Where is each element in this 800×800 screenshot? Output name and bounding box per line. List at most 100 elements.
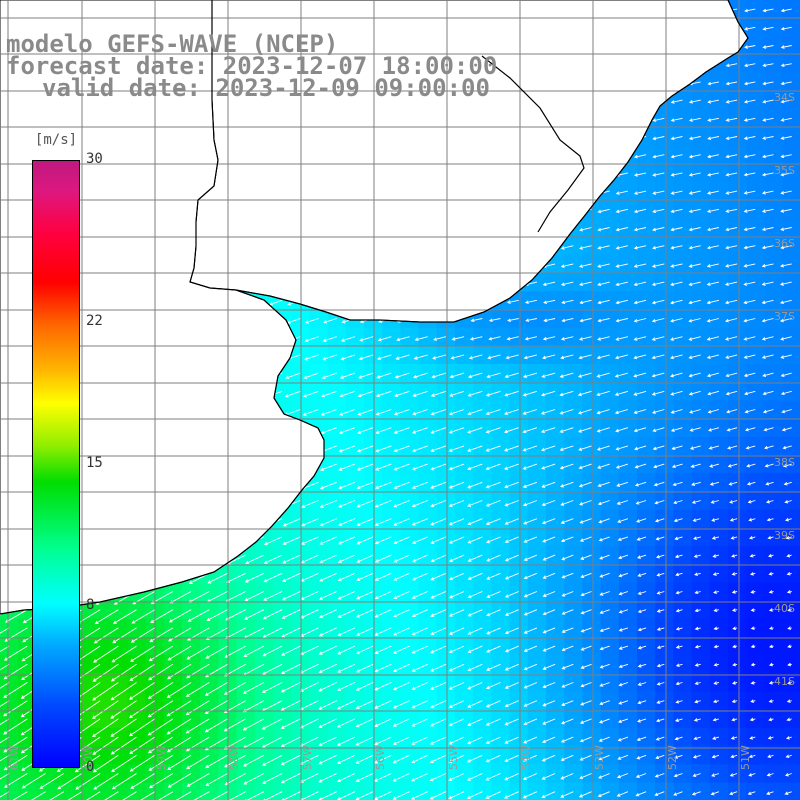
wind-arrow bbox=[504, 627, 519, 635]
wind-arrow bbox=[675, 663, 683, 668]
lat-label: 41S bbox=[774, 675, 795, 688]
wind-arrow bbox=[430, 591, 447, 599]
wind-arrow bbox=[542, 663, 556, 670]
wind-cell bbox=[309, 764, 329, 784]
wind-arrow bbox=[599, 554, 610, 560]
wind-cell bbox=[673, 691, 693, 711]
wind-arrow bbox=[728, 481, 738, 486]
wind-cell bbox=[764, 200, 784, 219]
wind-cell bbox=[527, 764, 547, 784]
wind-arrow bbox=[393, 572, 410, 581]
wind-arrow bbox=[761, 263, 774, 268]
wind-arrow bbox=[244, 591, 265, 602]
wind-cell bbox=[527, 709, 547, 729]
wind-arrow bbox=[504, 372, 519, 379]
wind-arrow bbox=[724, 281, 738, 286]
wind-arrow bbox=[429, 700, 447, 709]
wind-cell bbox=[691, 200, 711, 219]
wind-cell bbox=[746, 345, 765, 365]
wind-cell bbox=[382, 509, 401, 529]
wind-cell bbox=[91, 728, 110, 747]
wind-arrow bbox=[504, 736, 519, 744]
wind-arrow bbox=[411, 591, 428, 599]
wind-arrow bbox=[205, 754, 228, 769]
wind-arrow bbox=[411, 736, 428, 745]
wind-arrow bbox=[673, 791, 683, 796]
wind-cell bbox=[764, 582, 784, 602]
wind-cell bbox=[746, 145, 765, 165]
wind-arrow bbox=[651, 299, 665, 305]
wind-arrow bbox=[523, 536, 538, 543]
wind-arrow bbox=[711, 754, 720, 759]
wind-arrow bbox=[597, 318, 610, 323]
wind-cell bbox=[473, 345, 492, 365]
wind-cell bbox=[200, 582, 219, 602]
wind-cell bbox=[764, 327, 784, 347]
wind-cell bbox=[655, 473, 674, 492]
wind-cell bbox=[345, 345, 365, 365]
wind-cell bbox=[564, 546, 583, 565]
wind-cell bbox=[400, 436, 420, 456]
wind-cell bbox=[509, 655, 529, 674]
wind-cell bbox=[345, 673, 365, 693]
wind-arrow bbox=[745, 427, 756, 432]
wind-arrow bbox=[430, 518, 447, 526]
wind-cell bbox=[600, 254, 620, 274]
wind-cell bbox=[655, 327, 674, 347]
wind-arrow bbox=[448, 536, 465, 544]
wind-arrow bbox=[615, 263, 629, 268]
wind-cell bbox=[0, 782, 19, 800]
wind-cell bbox=[127, 746, 147, 765]
wind-arrow bbox=[242, 718, 265, 731]
wind-arrow bbox=[486, 663, 501, 671]
wind-cell bbox=[673, 564, 693, 583]
wind-cell bbox=[382, 782, 401, 800]
wind-arrow bbox=[688, 190, 701, 195]
wind-arrow bbox=[750, 644, 756, 649]
wind-cell bbox=[764, 72, 784, 92]
wind-cell bbox=[655, 364, 674, 383]
wind-cell bbox=[673, 546, 693, 565]
wind-cell bbox=[236, 673, 256, 693]
wind-cell bbox=[345, 418, 365, 438]
wind-arrow bbox=[597, 500, 610, 506]
wind-cell bbox=[618, 782, 638, 800]
wind-cell bbox=[473, 382, 492, 401]
wind-arrow bbox=[243, 645, 265, 657]
wind-cell bbox=[564, 309, 583, 329]
wind-arrow bbox=[318, 663, 337, 674]
wind-cell bbox=[655, 546, 674, 565]
wind-cell bbox=[764, 273, 784, 292]
wind-arrow bbox=[485, 409, 501, 416]
wind-arrow bbox=[635, 481, 647, 487]
wind-cell bbox=[509, 418, 529, 438]
wind-cell bbox=[546, 655, 565, 674]
wind-cell bbox=[618, 382, 638, 401]
wind-cell bbox=[564, 673, 583, 693]
wind-arrow bbox=[374, 609, 392, 618]
wind-cell bbox=[691, 254, 711, 274]
wind-cell bbox=[582, 491, 602, 511]
wind-arrow bbox=[262, 663, 283, 675]
wind-cell bbox=[109, 728, 128, 747]
wind-cell bbox=[655, 564, 674, 583]
wind-cell bbox=[673, 309, 693, 329]
wind-arrow bbox=[4, 627, 28, 642]
wind-cell bbox=[254, 564, 274, 583]
wind-cell bbox=[455, 491, 474, 511]
wind-arrow bbox=[725, 354, 738, 359]
wind-cell bbox=[473, 618, 492, 638]
wind-arrow bbox=[413, 372, 428, 379]
wind-cell bbox=[637, 491, 656, 511]
wind-arrow bbox=[393, 591, 410, 599]
wind-arrow bbox=[110, 736, 137, 755]
wind-arrow bbox=[706, 354, 720, 360]
wind-cell bbox=[309, 618, 329, 638]
wind-cell bbox=[309, 546, 329, 565]
wind-cell bbox=[746, 182, 765, 201]
wind-arrow bbox=[375, 445, 392, 453]
wind-arrow bbox=[467, 645, 483, 653]
wind-arrow bbox=[655, 718, 665, 723]
wind-arrow bbox=[485, 500, 501, 507]
wind-cell bbox=[527, 782, 547, 800]
